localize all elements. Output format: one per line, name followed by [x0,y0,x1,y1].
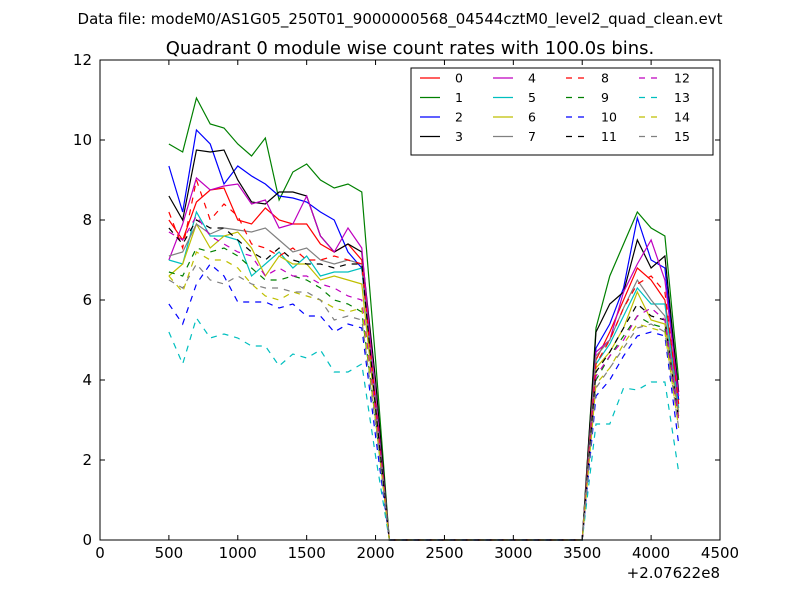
y-tick-label: 8 [82,211,92,229]
y-tick-label: 6 [82,291,92,309]
legend-label-8: 8 [601,71,609,86]
legend-label-15: 15 [674,129,690,144]
legend-label-13: 13 [674,90,690,105]
legend-frame [410,67,714,156]
plot-lines [168,96,680,541]
legend-label-7: 7 [528,129,536,144]
series-line-9 [168,247,680,541]
legend-label-14: 14 [674,110,690,125]
chart-title: Quadrant 0 module wise count rates with … [166,38,655,59]
series-line-6 [168,222,680,541]
series-line-7 [168,223,680,541]
legend-label-3: 3 [455,129,463,144]
series-line-14 [168,251,680,541]
x-tick-label: 0 [95,544,105,562]
series-line-13 [168,316,680,541]
x-tick-label: 3000 [494,544,532,562]
legend-label-1: 1 [455,90,463,105]
legend-label-6: 6 [528,110,536,125]
x-offset-label: +2.07622e8 [627,564,720,582]
y-tick-label: 4 [82,371,92,389]
x-tick-label: 2000 [356,544,394,562]
x-tick-label: 1500 [288,544,326,562]
y-tick-label: 2 [82,451,92,469]
chart-suptitle: Data file: modeM0/AS1G05_250T01_90000005… [78,10,723,29]
legend-label-5: 5 [528,90,536,105]
legend-label-12: 12 [674,71,690,86]
x-tick-label: 4500 [701,544,739,562]
legend-label-0: 0 [455,71,463,86]
x-tick-label: 2500 [425,544,463,562]
x-tick-label: 1000 [219,544,257,562]
legend-label-4: 4 [528,71,536,86]
legend-label-11: 11 [601,129,617,144]
series-line-10 [168,263,680,541]
y-tick-label: 10 [73,131,92,149]
legend-label-10: 10 [601,110,617,125]
series-line-11 [168,219,680,541]
x-tick-label: 500 [155,544,184,562]
x-axis: 0 500 1000 1500 2000 2500 3000 3500 4000 4500 [95,60,739,562]
legend-label-9: 9 [601,90,609,105]
y-tick-label: 0 [82,531,92,549]
x-tick-label: 4000 [632,544,670,562]
legend-label-2: 2 [455,110,463,125]
series-line-3 [168,149,680,541]
x-tick-label: 3500 [563,544,601,562]
series-line-12 [168,214,680,541]
y-tick-label: 12 [73,51,92,69]
